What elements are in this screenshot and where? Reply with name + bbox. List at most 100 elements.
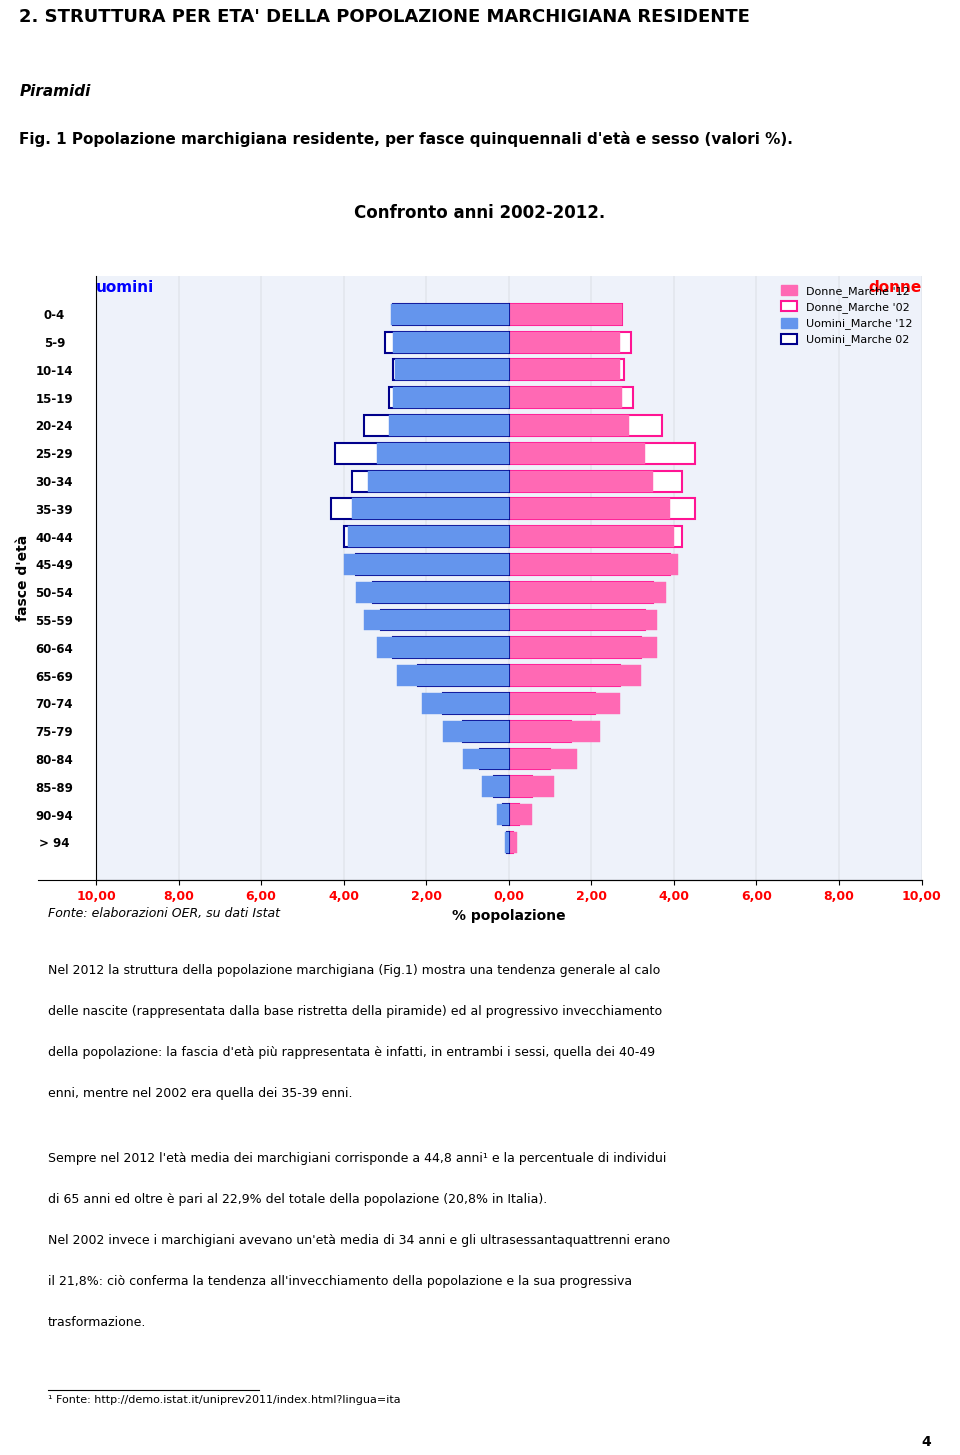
Bar: [372, 582, 509, 602]
Bar: [509, 304, 622, 324]
X-axis label: % popolazione: % popolazione: [452, 908, 565, 922]
Bar: [509, 415, 661, 436]
Bar: [509, 304, 622, 324]
Text: donne: donne: [869, 279, 922, 295]
Text: 4: 4: [922, 1435, 931, 1449]
Text: enni, mentre nel 2002 era quella dei 35-39 enni.: enni, mentre nel 2002 era quella dei 35-…: [48, 1087, 352, 1100]
Text: uomini: uomini: [96, 279, 155, 295]
Bar: [509, 777, 554, 797]
Bar: [509, 332, 631, 352]
Bar: [391, 304, 509, 324]
Bar: [509, 387, 633, 407]
Bar: [397, 665, 509, 687]
Bar: [509, 582, 665, 602]
Text: Confronto anni 2002-2012.: Confronto anni 2002-2012.: [354, 204, 606, 223]
Bar: [344, 527, 509, 547]
Bar: [422, 693, 509, 714]
Text: delle nascite (rappresentata dalla base ristretta della piramide) ed al progress: delle nascite (rappresentata dalla base …: [48, 1005, 662, 1018]
Bar: [509, 499, 670, 519]
Bar: [364, 415, 509, 436]
Bar: [497, 805, 509, 825]
Bar: [509, 693, 595, 714]
Bar: [507, 832, 509, 853]
Text: Piramidi: Piramidi: [19, 84, 90, 99]
Bar: [509, 582, 653, 602]
Bar: [509, 720, 600, 742]
Bar: [396, 359, 509, 380]
Bar: [509, 832, 513, 853]
Bar: [509, 693, 620, 714]
Bar: [509, 777, 532, 797]
Bar: [394, 387, 509, 407]
Bar: [394, 304, 509, 324]
Bar: [509, 665, 620, 687]
Bar: [464, 720, 509, 742]
Bar: [509, 442, 645, 464]
Bar: [509, 720, 570, 742]
Bar: [344, 554, 509, 575]
Bar: [509, 554, 678, 575]
Bar: [509, 610, 658, 630]
Bar: [369, 470, 509, 492]
Bar: [356, 582, 509, 602]
Bar: [509, 470, 653, 492]
Bar: [482, 777, 509, 797]
Bar: [443, 693, 509, 714]
Legend: Donne_Marche '12, Donne_Marche '02, Uomini_Marche '12, Uomini_Marche 02: Donne_Marche '12, Donne_Marche '02, Uomi…: [778, 282, 916, 349]
Bar: [385, 332, 509, 352]
Bar: [509, 805, 532, 825]
Bar: [505, 832, 509, 853]
Bar: [509, 442, 694, 464]
Text: di 65 anni ed oltre è pari al 22,9% del totale della popolazione (20,8% in Itali: di 65 anni ed oltre è pari al 22,9% del …: [48, 1193, 547, 1206]
Bar: [381, 610, 509, 630]
Bar: [464, 749, 509, 770]
Bar: [509, 665, 641, 687]
Bar: [335, 442, 509, 464]
Text: Fig. 1 Popolazione marchigiana residente, per fasce quinquennali d'età e sesso (: Fig. 1 Popolazione marchigiana residente…: [19, 131, 793, 147]
Bar: [376, 442, 509, 464]
Text: della popolazione: la fascia d'età più rappresentata è infatti, in entrambi i se: della popolazione: la fascia d'età più r…: [48, 1046, 655, 1059]
Bar: [480, 749, 509, 770]
Text: trasformazione.: trasformazione.: [48, 1315, 146, 1328]
Bar: [509, 359, 624, 380]
Bar: [356, 554, 509, 575]
Bar: [352, 470, 509, 492]
Bar: [509, 359, 620, 380]
Bar: [352, 499, 509, 519]
Text: ¹ Fonte: http://demo.istat.it/uniprev2011/index.html?lingua=ita: ¹ Fonte: http://demo.istat.it/uniprev201…: [48, 1395, 400, 1406]
Bar: [494, 777, 509, 797]
Bar: [509, 499, 694, 519]
Text: Nel 2002 invece i marchigiani avevano un'età media di 34 anni e gli ultrasessant: Nel 2002 invece i marchigiani avevano un…: [48, 1234, 670, 1247]
Bar: [509, 332, 620, 352]
Bar: [509, 527, 683, 547]
Bar: [364, 610, 509, 630]
Text: Sempre nel 2012 l'età media dei marchigiani corrisponde a 44,8 anni¹ e la percen: Sempre nel 2012 l'età media dei marchigi…: [48, 1152, 666, 1165]
Bar: [509, 610, 645, 630]
Bar: [331, 499, 509, 519]
Bar: [394, 332, 509, 352]
Text: 2. STRUTTURA PER ETA' DELLA POPOLAZIONE MARCHIGIANA RESIDENTE: 2. STRUTTURA PER ETA' DELLA POPOLAZIONE …: [19, 7, 750, 26]
Bar: [509, 415, 629, 436]
Bar: [389, 415, 509, 436]
Bar: [503, 805, 509, 825]
Bar: [509, 470, 683, 492]
Bar: [509, 832, 517, 853]
Bar: [509, 637, 641, 658]
Bar: [509, 637, 658, 658]
Text: Fonte: elaborazioni OER, su dati Istat: Fonte: elaborazioni OER, su dati Istat: [48, 908, 280, 921]
Bar: [509, 749, 577, 770]
Text: il 21,8%: ciò conferma la tendenza all'invecchiamento della popolazione e la sua: il 21,8%: ciò conferma la tendenza all'i…: [48, 1275, 632, 1288]
Bar: [509, 527, 674, 547]
Bar: [443, 720, 509, 742]
Bar: [509, 805, 519, 825]
Bar: [394, 637, 509, 658]
Text: Nel 2012 la struttura della popolazione marchigiana (Fig.1) mostra una tendenza : Nel 2012 la struttura della popolazione …: [48, 965, 660, 978]
Bar: [509, 749, 550, 770]
Bar: [394, 359, 509, 380]
Bar: [509, 387, 622, 407]
Bar: [376, 637, 509, 658]
Bar: [418, 665, 509, 687]
Y-axis label: fasce d'età: fasce d'età: [16, 535, 30, 621]
Bar: [348, 527, 509, 547]
Bar: [389, 387, 509, 407]
